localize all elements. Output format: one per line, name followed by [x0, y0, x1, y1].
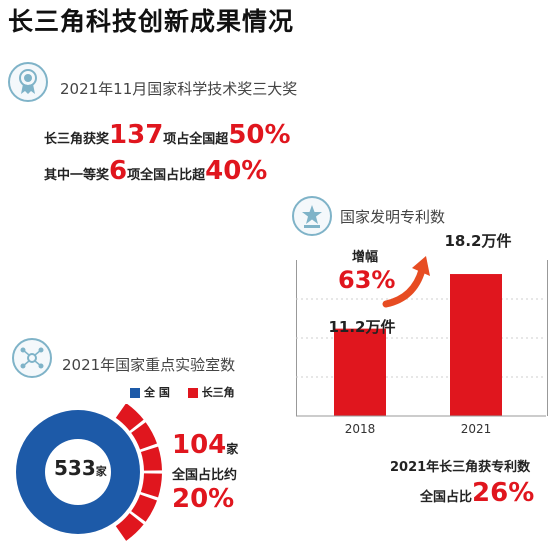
awards-line2-prefix: 其中一等奖	[44, 168, 110, 183]
awards-line2-mid: 项全国占比超	[127, 168, 206, 183]
growth-arrow-icon	[382, 256, 430, 308]
labs-total-value: 533	[54, 456, 96, 480]
donut-slice-yrd-segment	[115, 404, 144, 431]
page-title: 长三角科技创新成果情况	[8, 7, 295, 36]
bar-2021	[450, 274, 502, 416]
awards-line1-count: 137	[109, 120, 164, 150]
labs-yrd: 104家	[172, 430, 238, 460]
awards-heading: 2021年11月国家科学技术奖三大奖	[60, 80, 298, 98]
x-tick-2018: 2018	[344, 422, 376, 436]
labs-share-label: 全国占比约	[172, 468, 238, 483]
donut-slice-yrd-segment	[140, 446, 162, 471]
growth-label: 增幅	[352, 250, 379, 265]
patents-footer-prefix: 全国占比	[420, 490, 473, 505]
awards-line-1: 长三角获奖137项占全国超50%	[44, 120, 291, 150]
labs-yrd-value: 104	[172, 430, 227, 460]
awards-line2-pct: 40%	[205, 156, 268, 186]
bar-value-label-2021: 18.2万件	[444, 232, 512, 250]
patent-bar-chart	[296, 274, 546, 417]
patents-footer-line2: 全国占比26%	[420, 478, 534, 508]
growth-value: 63%	[338, 266, 396, 294]
trophy-star-icon	[292, 196, 332, 236]
labs-legend: 全 国 长三角	[130, 384, 235, 400]
awards-line1-mid: 项占全国超	[163, 132, 229, 147]
labs-total-unit: 家	[95, 465, 107, 478]
legend-swatch-yrd	[187, 388, 198, 398]
bar-value-label-2018: 11.2万件	[328, 318, 396, 336]
legend-swatch-national	[130, 388, 140, 398]
donut-slice-yrd-segment	[131, 494, 157, 522]
patents-footer-line1: 2021年长三角获专利数	[390, 460, 531, 475]
network-nodes-icon	[12, 338, 52, 378]
labs-total: 533家	[54, 456, 107, 480]
patents-footer-pct: 26%	[472, 478, 535, 508]
labs-heading: 2021年国家重点实验室数	[62, 356, 236, 374]
legend-label-yrd: 长三角	[201, 386, 235, 399]
award-medal-icon	[8, 62, 48, 102]
labs-yrd-unit: 家	[226, 442, 239, 456]
legend-label-national: 全 国	[144, 386, 170, 399]
labs-donut-chart	[16, 404, 162, 541]
donut-center	[45, 439, 111, 505]
awards-line1-pct: 50%	[228, 120, 291, 150]
patents-heading: 国家发明专利数	[340, 208, 446, 226]
donut-slice-yrd-segment	[131, 422, 157, 450]
bar-2018	[334, 328, 386, 416]
awards-line-2: 其中一等奖6项全国占比超40%	[44, 156, 267, 186]
donut-slice-yrd-segment	[115, 513, 144, 541]
awards-line1-prefix: 长三角获奖	[44, 132, 110, 147]
donut-slice-yrd-segment	[140, 473, 162, 498]
labs-share-value: 20%	[172, 484, 235, 514]
awards-line2-count: 6	[109, 156, 128, 186]
x-tick-2021: 2021	[460, 422, 492, 436]
